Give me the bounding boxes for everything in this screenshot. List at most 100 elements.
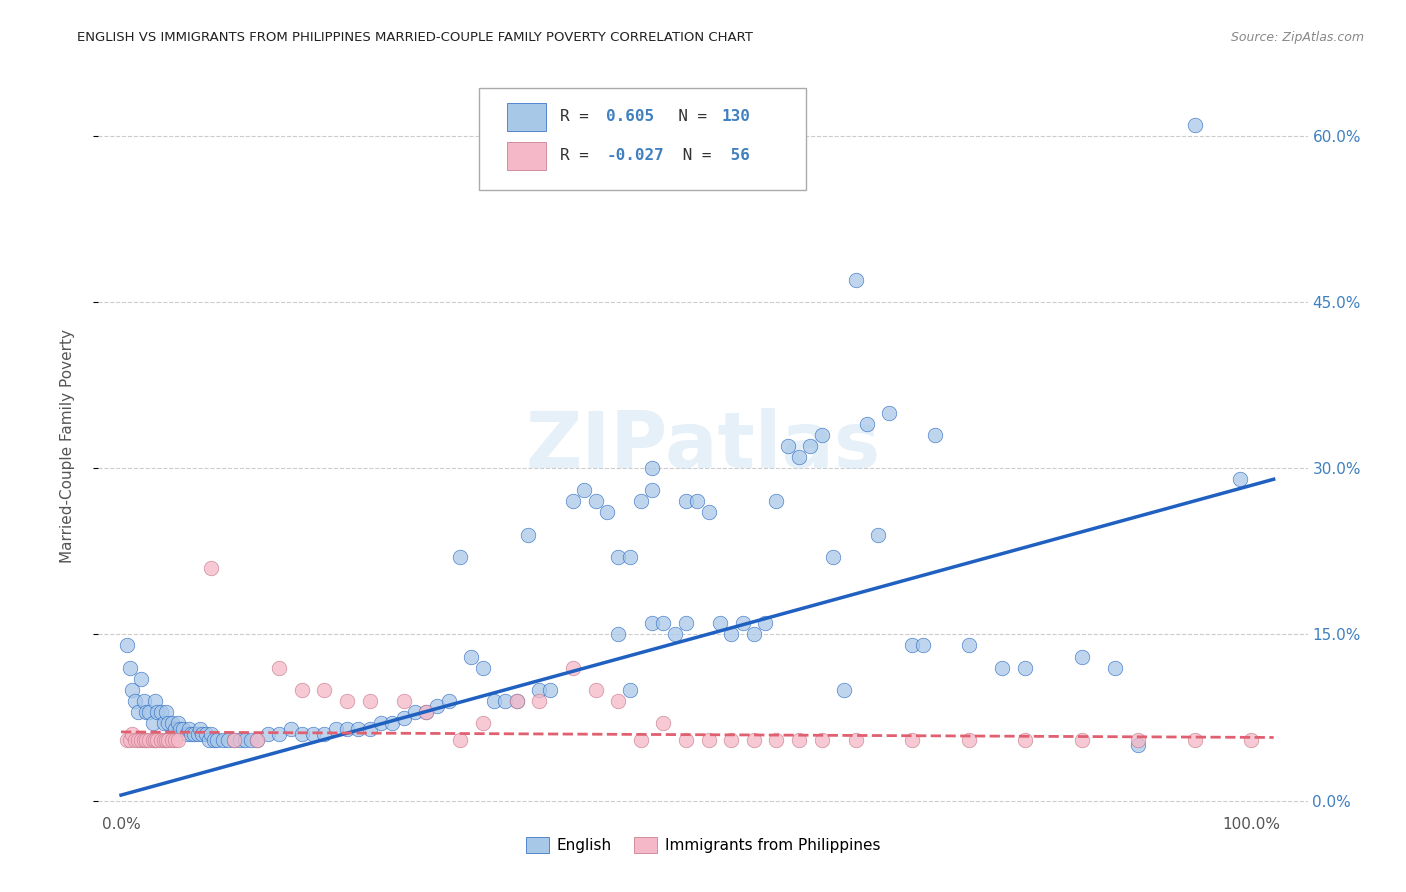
Point — [325, 722, 347, 736]
Point — [742, 627, 765, 641]
Point — [426, 699, 449, 714]
Point — [776, 439, 799, 453]
Point — [596, 506, 619, 520]
Text: N =: N = — [672, 148, 721, 163]
Point — [630, 494, 652, 508]
Point — [198, 732, 221, 747]
Point — [200, 727, 222, 741]
Point — [957, 639, 980, 653]
Point — [146, 705, 169, 719]
Point — [1184, 732, 1206, 747]
Point — [120, 732, 142, 747]
Point — [607, 627, 630, 641]
Point — [291, 682, 314, 697]
Point — [115, 639, 138, 653]
Point — [787, 450, 810, 464]
Point — [845, 273, 868, 287]
Point — [449, 549, 471, 564]
Point — [157, 716, 180, 731]
Point — [153, 732, 176, 747]
Point — [1104, 660, 1126, 674]
Point — [585, 494, 607, 508]
Point — [404, 705, 426, 719]
Point — [169, 722, 191, 736]
Point — [115, 732, 138, 747]
Point — [370, 716, 392, 731]
Point — [157, 732, 180, 747]
Text: ZIPatlas: ZIPatlas — [526, 408, 880, 484]
Point — [155, 705, 177, 719]
Point — [187, 727, 209, 741]
Point — [302, 727, 325, 741]
Point — [482, 694, 505, 708]
Point — [675, 494, 697, 508]
Text: 56: 56 — [721, 148, 749, 163]
Point — [246, 732, 269, 747]
Point — [166, 732, 188, 747]
Point — [720, 627, 742, 641]
Point — [720, 732, 742, 747]
Point — [1229, 472, 1251, 486]
Point — [1240, 732, 1263, 747]
Point — [516, 527, 538, 541]
Bar — [508, 142, 546, 169]
Point — [1126, 732, 1149, 747]
Point — [280, 722, 302, 736]
Point — [336, 722, 359, 736]
Point — [194, 727, 217, 741]
Point — [222, 732, 245, 747]
Point — [562, 494, 585, 508]
Text: 0.605: 0.605 — [606, 110, 654, 124]
Y-axis label: Married-Couple Family Poverty: Married-Couple Family Poverty — [60, 329, 75, 563]
Point — [336, 694, 359, 708]
Point — [228, 732, 250, 747]
Point — [787, 732, 810, 747]
Point — [1070, 732, 1092, 747]
Point — [686, 494, 709, 508]
Point — [165, 732, 187, 747]
Point — [799, 439, 821, 453]
Point — [153, 716, 176, 731]
Point — [415, 705, 437, 719]
Point — [211, 732, 233, 747]
Point — [314, 682, 336, 697]
Point — [641, 483, 664, 498]
Point — [1014, 660, 1036, 674]
Point — [607, 549, 630, 564]
Point — [149, 732, 172, 747]
Point — [202, 732, 225, 747]
Point — [742, 732, 765, 747]
Point — [901, 732, 924, 747]
Point — [381, 716, 404, 731]
Point — [155, 732, 177, 747]
Point — [120, 660, 142, 674]
Point — [132, 732, 155, 747]
Text: R =: R = — [561, 110, 599, 124]
Point — [505, 694, 527, 708]
Point — [142, 732, 165, 747]
Point — [765, 494, 787, 508]
Point — [131, 672, 153, 686]
Point — [471, 716, 494, 731]
Point — [121, 682, 143, 697]
Point — [176, 727, 198, 741]
Point — [222, 732, 245, 747]
Point — [314, 727, 336, 741]
Text: -0.027: -0.027 — [606, 148, 664, 163]
Point — [562, 660, 585, 674]
Point — [1184, 118, 1206, 132]
Point — [177, 722, 200, 736]
Point — [607, 694, 630, 708]
Point — [538, 682, 561, 697]
Text: Source: ZipAtlas.com: Source: ZipAtlas.com — [1230, 31, 1364, 45]
Point — [205, 732, 228, 747]
Bar — [508, 103, 546, 131]
Point — [664, 627, 686, 641]
Point — [641, 461, 664, 475]
Point — [291, 727, 314, 741]
Point — [924, 428, 946, 442]
Point — [957, 732, 980, 747]
Point — [471, 660, 494, 674]
Point — [619, 682, 641, 697]
Point — [845, 732, 868, 747]
